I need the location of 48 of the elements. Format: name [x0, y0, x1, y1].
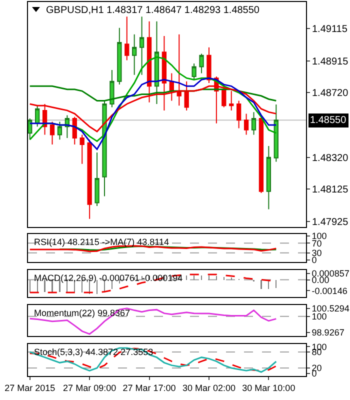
candlestick [244, 113, 249, 136]
chart-title: MACD(12,26,9) -0.000761 -0.000194 [34, 273, 183, 283]
x-tick-label: 27 Mar 17:00 [122, 382, 176, 393]
y-tick-label: 1.47925 [312, 216, 349, 228]
chart-title: RSI(14) 48.2115 ->MA(7) 43.8114 [34, 237, 169, 247]
candlestick [124, 16, 130, 61]
candlestick [80, 134, 84, 164]
candlestick [229, 90, 234, 111]
y-tick-label: 0 [312, 255, 317, 266]
candlestick [132, 34, 137, 76]
y-tick-label: 98.9267 [312, 328, 344, 338]
y-tick-label: 1.49115 [312, 24, 348, 36]
x-tick-label: 27 Mar 2015 [4, 382, 56, 393]
candlestick [50, 121, 55, 145]
candlestick [192, 63, 196, 80]
candlestick [139, 16, 144, 76]
candlestick [28, 118, 32, 140]
candlestick [199, 53, 204, 74]
ref-line-label: 1.48550 [310, 115, 347, 126]
candlestick [110, 69, 114, 108]
y-tick-label: 100 [312, 311, 327, 322]
line-series [29, 308, 277, 335]
line-series [29, 56, 277, 142]
candlestick [57, 121, 62, 140]
y-tick-label: 1.48915 [312, 56, 349, 68]
y-tick-label: -0.00146 [312, 286, 348, 296]
candlestick [258, 114, 264, 194]
line-series [29, 77, 277, 150]
x-tick-label: 30 Mar 10:00 [242, 382, 296, 393]
y-tick-label: 100.5294 [312, 303, 350, 314]
candlestick [154, 20, 160, 104]
candlestick [94, 152, 100, 206]
y-tick-label: 0.000857 [312, 268, 350, 278]
y-tick-label: 1.48125 [312, 184, 349, 196]
candlestick [236, 100, 242, 129]
x-tick-label: 30 Mar 02:00 [182, 382, 236, 393]
candlestick [251, 112, 256, 136]
y-tick-label: 30 [312, 248, 322, 258]
candlestick [117, 27, 122, 86]
candlestick [206, 46, 212, 84]
y-tick-label: 1.48720 [312, 88, 349, 100]
candlestick [87, 139, 92, 220]
candlestick [274, 104, 278, 162]
x-tick-label: 27 Mar 09:00 [63, 382, 116, 393]
y-tick-label: 1.48320 [312, 152, 349, 164]
chart-title: GBPUSD,H1 1.48317 1.48647 1.48293 1.48550 [46, 5, 260, 16]
candlestick [102, 100, 107, 197]
candlestick [266, 146, 272, 210]
